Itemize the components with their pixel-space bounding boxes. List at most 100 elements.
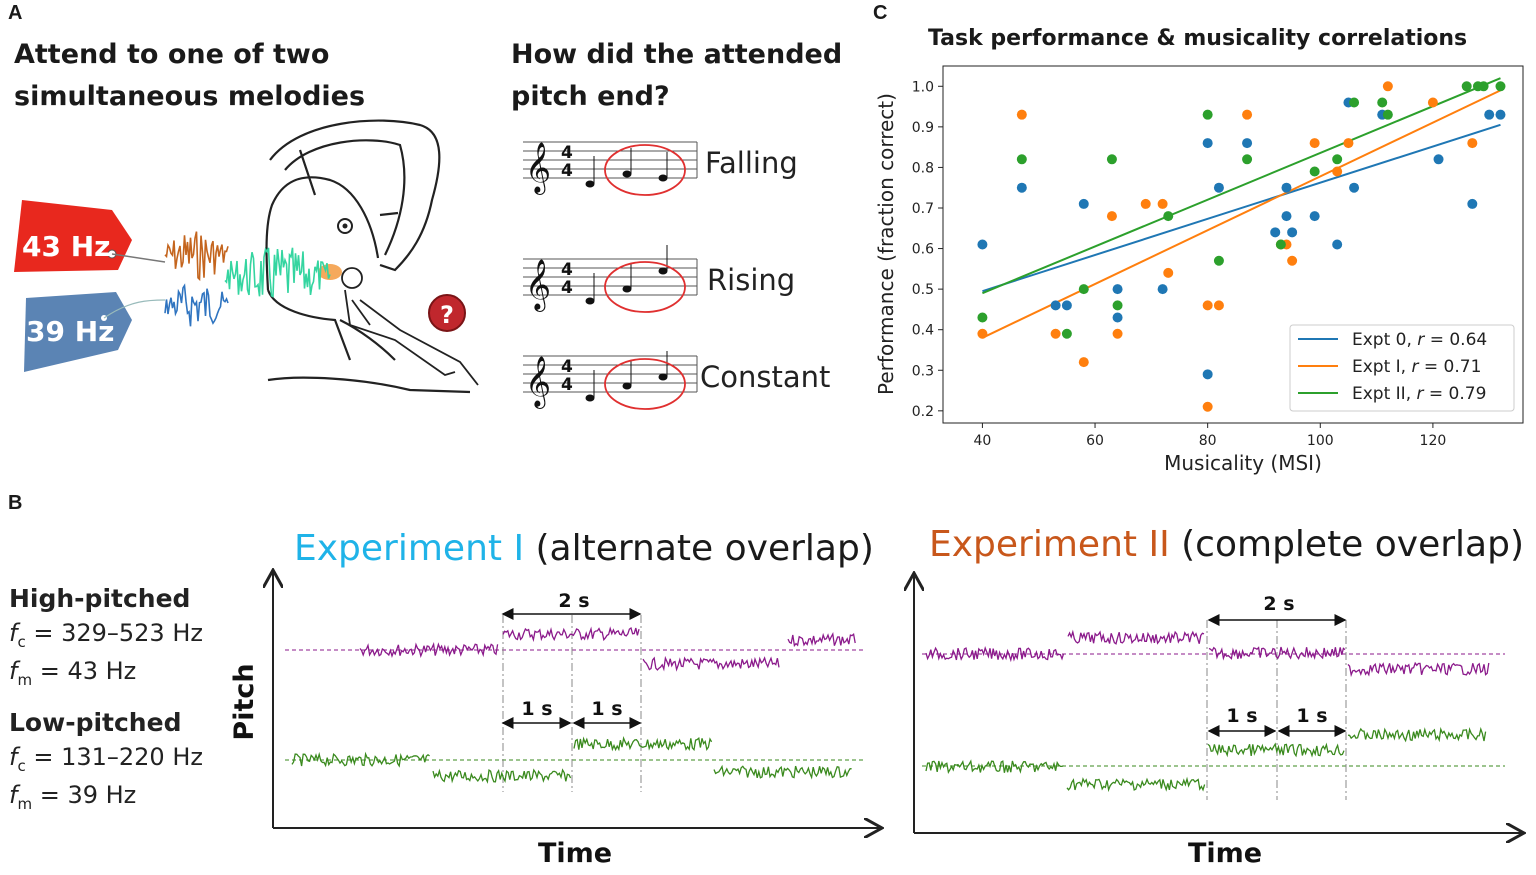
high-fm-line: fm = 43 Hz <box>9 657 203 689</box>
staff-falling: 𝄞 44 <box>523 141 698 196</box>
point-expt-ii <box>1163 211 1174 222</box>
staff-rising: 𝄞 44 <box>523 245 698 313</box>
sound-waves <box>164 231 331 327</box>
panel-a-left-heading: Attend to one of two simultaneous melodi… <box>14 34 365 118</box>
point-expt-ii <box>1275 239 1286 250</box>
speaker-icon <box>337 218 353 234</box>
point-expt-ii <box>1242 154 1253 165</box>
point-expt-i <box>1287 255 1298 266</box>
panel-b-label: B <box>8 492 23 514</box>
note-head <box>658 373 668 381</box>
point-expt-i <box>1242 109 1253 120</box>
high-fc-line: fc = 329–523 Hz <box>9 619 203 651</box>
y-tick-label: 0.4 <box>912 323 934 339</box>
exp2-low-note <box>1207 742 1345 758</box>
point-expt-i <box>1382 81 1393 92</box>
x-axis-label: Musicality (MSI) <box>1164 451 1322 475</box>
note-head <box>585 297 595 305</box>
exp2-time-label: Time <box>1188 838 1262 869</box>
experiment-2-name: Experiment II <box>929 524 1170 565</box>
f-symbol: f <box>9 743 18 771</box>
pitch-axis-label: Pitch <box>230 663 260 740</box>
point-expt-ii <box>1078 284 1089 295</box>
sub-c: c <box>17 756 26 775</box>
point-expt-0 <box>1016 182 1027 193</box>
sub-c: c <box>17 632 26 651</box>
x-tick-label: 80 <box>1199 433 1217 449</box>
point-expt-ii <box>1382 109 1393 120</box>
left-heading-line2: simultaneous melodies <box>14 81 366 112</box>
note-label-falling: Falling <box>705 146 798 180</box>
tag-43hz-label: 43 Hz <box>22 230 111 263</box>
point-expt-0 <box>1270 227 1281 238</box>
experiment-2-desc: (complete overlap) <box>1169 524 1525 565</box>
point-expt-0 <box>1281 211 1292 222</box>
high-fm-value: = 43 Hz <box>39 656 137 685</box>
high-fc-value: = 329–523 Hz <box>33 619 203 647</box>
exp1-2s-text: 2 s <box>558 590 589 612</box>
x-tick-label: 100 <box>1307 433 1334 449</box>
point-expt-i <box>1078 357 1089 368</box>
experiment-1-title: Experiment I (alternate overlap) <box>294 528 874 569</box>
point-expt-ii <box>1461 81 1472 92</box>
point-expt-0 <box>1061 300 1072 311</box>
tag-39hz-label: 39 Hz <box>26 315 115 348</box>
low-fm-line: fm = 39 Hz <box>9 781 203 813</box>
point-expt-0 <box>1242 138 1253 149</box>
exp1-time-label: Time <box>538 838 612 869</box>
low-fc-value: = 131–220 Hz <box>33 743 203 771</box>
y-tick-label: 0.9 <box>912 120 934 136</box>
end-circle <box>604 144 686 196</box>
y-tick-label: 0.3 <box>912 363 934 379</box>
point-expt-0 <box>1078 198 1089 209</box>
note-head <box>658 267 668 275</box>
exp1-1s-text-b: 1 s <box>591 698 622 720</box>
point-expt-ii <box>1202 109 1213 120</box>
experiment-1-name: Experiment I <box>294 528 525 569</box>
point-expt-i <box>1163 267 1174 278</box>
listener-figure <box>341 267 479 386</box>
exp2-low-note <box>1347 726 1487 743</box>
x-tick-label: 60 <box>1086 433 1104 449</box>
exp1-1s-text-a: 1 s <box>521 698 552 720</box>
point-expt-0 <box>1309 211 1320 222</box>
point-expt-ii <box>1495 81 1506 92</box>
point-expt-ii <box>1016 154 1027 165</box>
scatter-chart: 40 60 80 100 1200.20.30.40.50.60.70.80.91.0 … <box>874 65 1524 475</box>
note-label-constant: Constant <box>700 360 831 394</box>
point-expt-i <box>1140 198 1151 209</box>
low-pitched-block: Low-pitched fc = 131–220 Hz fm = 39 Hz <box>9 708 203 813</box>
point-expt-i <box>1106 211 1117 222</box>
point-expt-0 <box>1349 182 1360 193</box>
experiment-1-desc: (alternate overlap) <box>524 528 874 569</box>
note-head <box>622 382 632 390</box>
f-symbol: f <box>9 656 18 685</box>
point-expt-0 <box>1157 284 1168 295</box>
end-circle <box>604 261 686 313</box>
high-pitched-block: High-pitched fc = 329–523 Hz fm = 43 Hz <box>9 584 203 689</box>
tag-43hz-shape <box>14 200 132 272</box>
y-tick-label: 0.8 <box>912 160 934 176</box>
y-axis-label: Performance (fraction correct) <box>874 93 898 395</box>
right-heading-line1: How did the attended <box>511 39 843 70</box>
exp1-high-note <box>502 626 640 643</box>
tag-39hz-shape <box>24 292 132 372</box>
left-heading-line1: Attend to one of two <box>14 39 330 70</box>
listener-illustration: ? <box>14 119 479 394</box>
note-label-rising: Rising <box>707 263 796 297</box>
time-sig-top: 4 <box>561 357 573 377</box>
point-expt-i <box>1467 138 1478 149</box>
panel-a-label: A <box>8 2 23 24</box>
point-expt-0 <box>977 239 988 250</box>
point-expt-0 <box>1467 198 1478 209</box>
panel-a-right-heading: How did the attended pitch end? <box>511 34 842 118</box>
point-expt-ii <box>1349 97 1360 108</box>
speaker-dot <box>342 223 348 229</box>
point-expt-ii <box>1106 154 1117 165</box>
wave-high-43hz <box>164 231 229 282</box>
point-expt-i <box>1202 401 1213 412</box>
point-expt-ii <box>1112 300 1123 311</box>
point-expt-0 <box>1433 154 1444 165</box>
fit-line-expt-0 <box>982 123 1501 293</box>
fit-line-expt-i <box>981 89 1501 339</box>
